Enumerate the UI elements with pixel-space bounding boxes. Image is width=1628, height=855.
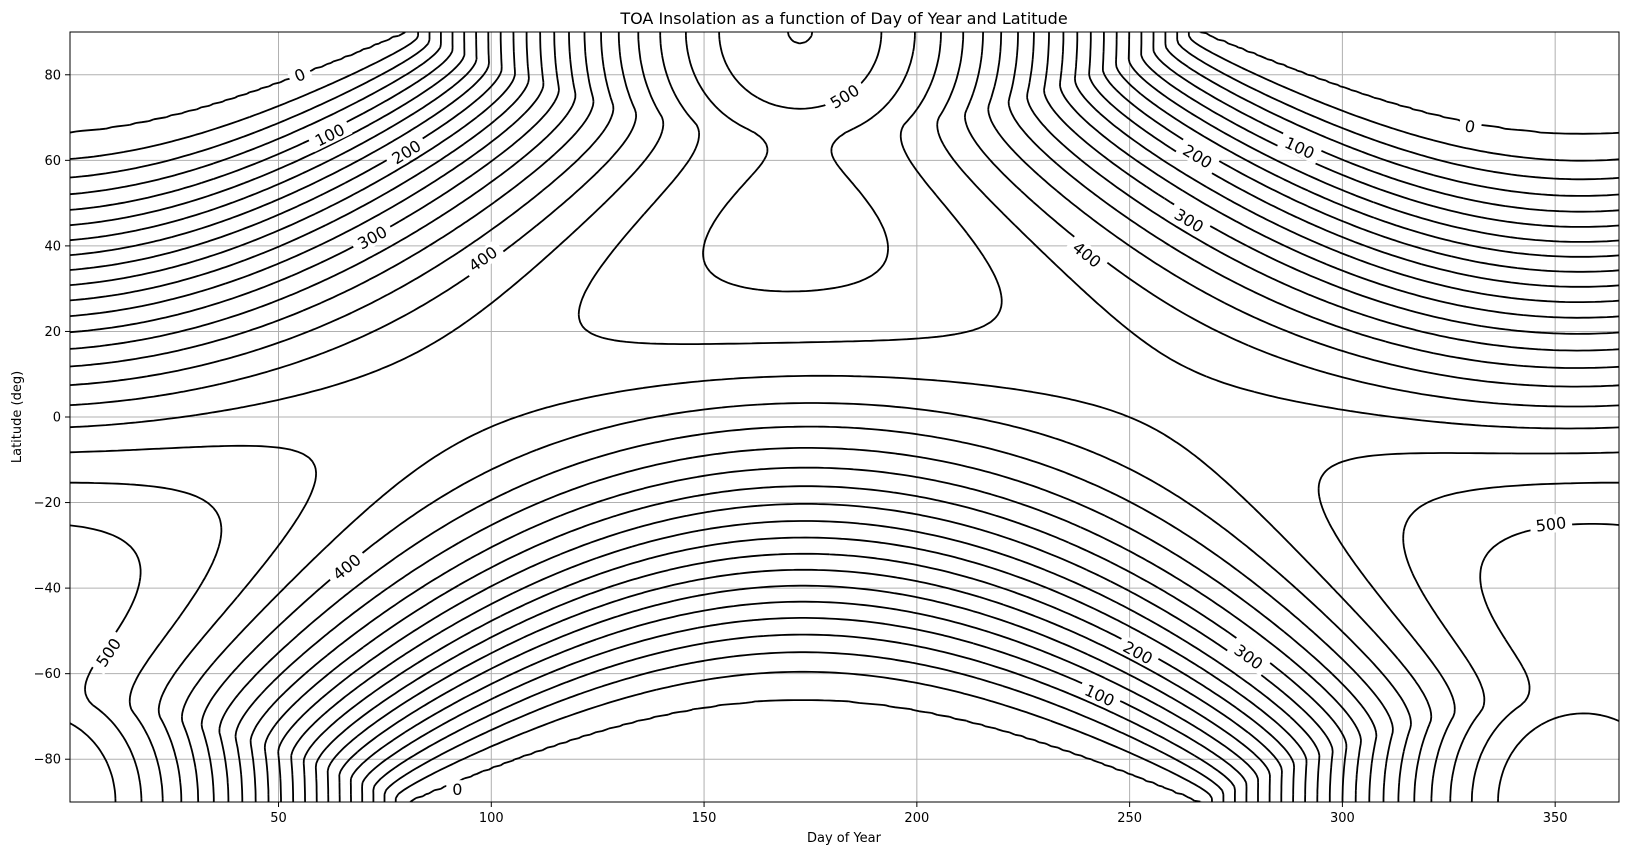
x-tick-label: 300	[1330, 811, 1355, 826]
contour-line-325	[70, 32, 1619, 802]
contour-line-225	[70, 32, 1619, 802]
contour-label-mask	[1076, 678, 1123, 713]
x-tick-label: 50	[270, 811, 287, 826]
contour-label-mask	[1457, 115, 1483, 138]
contour-label-mask	[1115, 634, 1161, 671]
contour-label-text: 0	[452, 780, 462, 799]
contour-line-425	[70, 32, 1619, 802]
contour-label-text: 500	[1535, 513, 1568, 536]
x-tick-label: 250	[1117, 811, 1142, 826]
contour-line-450	[70, 32, 1619, 802]
contour-label-mask	[446, 780, 469, 799]
contour-label-text: 0	[1463, 116, 1477, 137]
x-tick-label: 350	[1543, 811, 1568, 826]
contour-line-525	[70, 32, 1619, 802]
contour-line-175	[70, 32, 1619, 802]
contour-line-375	[70, 32, 1619, 802]
contour-label-mask	[1528, 512, 1573, 536]
contour-label-mask	[821, 77, 868, 115]
axis-ticks: 50 100 150 200 250 300 350 −80 −60 −40 −20 0 20 40 60 8…	[34, 68, 1568, 826]
chart-title: TOA Insolation as a function of Day of Y…	[619, 9, 1067, 28]
contour-label: 0	[446, 780, 469, 799]
x-tick-label: 200	[904, 811, 929, 826]
y-tick-label: −20	[34, 496, 61, 511]
contour-line-250	[70, 32, 1619, 802]
contour-label: 500	[1528, 512, 1573, 536]
contour-line-75	[70, 32, 1619, 802]
x-tick-label: 150	[692, 811, 717, 826]
contour-label: 400	[1065, 234, 1110, 275]
contour-line-275	[70, 32, 1619, 802]
contour-line-25	[70, 32, 1619, 802]
contour-label: 300	[349, 219, 395, 256]
y-tick-label: 0	[53, 411, 61, 426]
contour-label-mask	[286, 62, 314, 88]
contour-label: 400	[460, 239, 506, 279]
contour-label-mask	[324, 546, 369, 588]
contour-label-mask	[1065, 234, 1110, 275]
y-tick-label: 40	[44, 239, 61, 254]
y-tick-label: −60	[34, 667, 61, 682]
y-tick-label: 60	[44, 154, 61, 169]
y-axis-label: Latitude (deg)	[10, 371, 25, 463]
contour-line-475	[70, 32, 1619, 802]
x-axis-label: Day of Year	[807, 831, 882, 846]
contour-label-mask	[1276, 130, 1323, 165]
contour-label: 500	[89, 629, 128, 675]
contour-label-mask	[1226, 636, 1272, 677]
contour-line-300	[70, 32, 1619, 802]
contour-line-150	[70, 32, 1619, 802]
contour-label-mask	[306, 117, 353, 153]
y-tick-label: −40	[34, 582, 61, 597]
y-tick-label: 80	[44, 68, 61, 83]
contour-label-mask	[1166, 201, 1212, 239]
y-tick-label: 20	[44, 325, 61, 340]
contour-line-350	[70, 32, 1619, 802]
contour-label-mask	[349, 219, 395, 256]
contour-line-50	[70, 32, 1619, 802]
contour-label-mask	[383, 133, 429, 171]
contour-label: 200	[1175, 137, 1221, 175]
contour-label-mask	[460, 239, 506, 279]
contour-label: 500	[821, 77, 868, 115]
x-tick-label: 100	[479, 811, 504, 826]
contour-label-mask	[1175, 137, 1221, 175]
contour-label: 0	[1457, 115, 1483, 138]
contour-lines	[70, 32, 1619, 802]
contour-label-mask	[89, 629, 128, 675]
y-tick-label: −80	[34, 753, 61, 768]
contour-label: 0	[286, 62, 314, 88]
